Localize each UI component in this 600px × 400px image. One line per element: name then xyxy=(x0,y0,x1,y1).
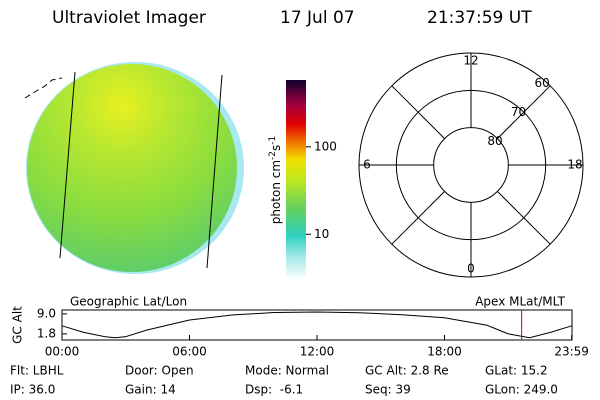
time: 21:37:59 UT xyxy=(427,8,532,28)
earth-image xyxy=(24,62,244,274)
x-tick-label: 18:00 xyxy=(427,345,462,359)
orbit-right-title: Apex MLat/MLT xyxy=(475,295,565,309)
footer-field: Seq: 39 xyxy=(365,383,411,397)
y-tick-label: 1.8 xyxy=(37,326,56,340)
footer-field: GLon: 249.0 xyxy=(485,383,558,397)
orbit-left-title: Geographic Lat/Lon xyxy=(70,295,187,309)
footer-field: Dsp: -6.1 xyxy=(245,383,303,397)
footer-field: GLat: 15.2 xyxy=(485,364,548,378)
footer-field: Mode: Normal xyxy=(245,364,329,378)
x-tick-label: 12:00 xyxy=(300,345,335,359)
ring-label: 70 xyxy=(511,105,526,119)
altitude-curve xyxy=(61,311,572,339)
footer-field: Door: Open xyxy=(125,364,194,378)
footer-field: Flt: LBHL xyxy=(10,364,64,378)
colorbar xyxy=(286,80,306,280)
colorbar-label: photon cm-2s-1 xyxy=(268,136,283,225)
polar-spoke xyxy=(497,85,551,139)
x-tick-label: 23:59 xyxy=(554,345,589,359)
footer-field: GC Alt: 2.8 Re xyxy=(365,364,449,378)
date: 17 Jul 07 xyxy=(280,8,355,28)
orbit-ylabel: GC Alt xyxy=(11,306,25,344)
mlt-label: 6 xyxy=(363,158,371,172)
colorbar-tick-label: 10 xyxy=(314,227,329,241)
ring-label: 60 xyxy=(534,76,549,90)
polar-spoke xyxy=(391,191,445,245)
footer-field: IP: 36.0 xyxy=(10,383,55,397)
polar-spoke xyxy=(497,191,551,245)
x-tick-label: 00:00 xyxy=(45,345,80,359)
title: Ultraviolet Imager xyxy=(52,8,206,28)
mlt-label: 12 xyxy=(463,54,478,68)
colorbar-tick-label: 100 xyxy=(314,139,337,153)
mlt-label: 0 xyxy=(467,262,475,276)
y-tick-label: 9.0 xyxy=(37,306,56,320)
polar-spoke xyxy=(391,85,445,139)
x-tick-label: 06:00 xyxy=(172,345,207,359)
mlt-label: 18 xyxy=(567,158,582,172)
footer-field: Gain: 14 xyxy=(125,383,176,397)
